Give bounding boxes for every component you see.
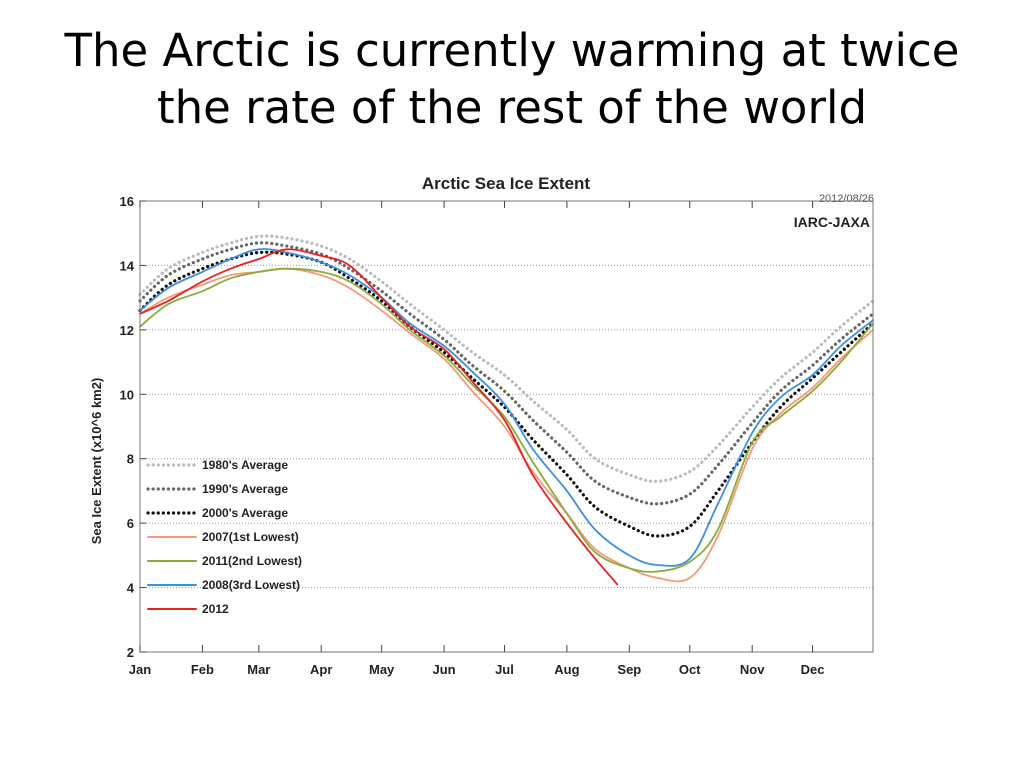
plot-frame (139, 200, 874, 653)
y-tick-label: 2 (127, 645, 134, 660)
y-tick-label: 4 (127, 581, 135, 596)
y-tick-label: 8 (127, 452, 134, 467)
x-tick-label: Jan (129, 662, 151, 677)
series-line-2008-3rd-lowest (139, 248, 874, 567)
tick-layer: 2 4 6 8 10 12 14 16 Jan Feb Mar Apr May Jun Jul Aug Sep O… (120, 194, 825, 677)
y-tick-label: 10 (120, 387, 134, 402)
x-tick-label: Nov (740, 662, 765, 677)
legend-label-2012: 2012 (202, 602, 229, 616)
x-tick-label: Sep (617, 662, 641, 677)
series-line-2011-2nd-lowest (139, 267, 874, 573)
series-line-2012 (139, 248, 619, 586)
chart-legend: 1980's Average 1990's Average 2000's Avera… (146, 458, 302, 616)
legend-label-1980-s-average: 1980's Average (202, 458, 288, 472)
y-tick-label: 6 (127, 516, 134, 531)
sea-ice-chart: Arctic Sea Ice Extent 2012/08/26 IARC-JA… (84, 164, 884, 694)
series-line-1980-s-average (138, 234, 875, 483)
x-tick-label: Aug (554, 662, 579, 677)
chart-svg: Arctic Sea Ice Extent 2012/08/26 IARC-JA… (84, 164, 884, 694)
x-tick-label: Jul (495, 662, 514, 677)
legend-label-2007-1st-lowest: 2007(1st Lowest) (202, 530, 299, 544)
x-tick-label: Mar (247, 662, 270, 677)
legend-label-2000-s-average: 2000's Average (202, 506, 288, 520)
x-tick-label: Feb (191, 662, 214, 677)
series-line-1990-s-average (138, 241, 875, 506)
legend-label-2011-2nd-lowest: 2011(2nd Lowest) (202, 554, 302, 568)
slide-title-line-2: the rate of the rest of the world (156, 81, 868, 134)
x-tick-label: Oct (679, 662, 701, 677)
slide-title-line-1: The Arctic is currently warming at twice (64, 24, 960, 77)
x-tick-label: May (369, 662, 395, 677)
y-tick-label: 16 (120, 194, 134, 209)
y-tick-label: 12 (120, 323, 134, 338)
series-layer (138, 234, 875, 586)
grid-layer (140, 264, 873, 589)
y-axis-label: Sea Ice Extent (x10^6 km2) (89, 378, 104, 545)
x-tick-label: Jun (433, 662, 456, 677)
legend-label-1990-s-average: 1990's Average (202, 482, 288, 496)
y-tick-label: 14 (120, 258, 135, 273)
chart-date-stamp: 2012/08/26 (819, 193, 874, 205)
legend-label-2008-3rd-lowest: 2008(3rd Lowest) (202, 578, 300, 592)
chart-source-label: IARC-JAXA (794, 214, 870, 230)
slide-title: The Arctic is currently warming at twice… (0, 22, 1024, 136)
x-tick-label: Dec (801, 662, 825, 677)
chart-title: Arctic Sea Ice Extent (422, 174, 591, 193)
x-tick-label: Apr (310, 662, 332, 677)
